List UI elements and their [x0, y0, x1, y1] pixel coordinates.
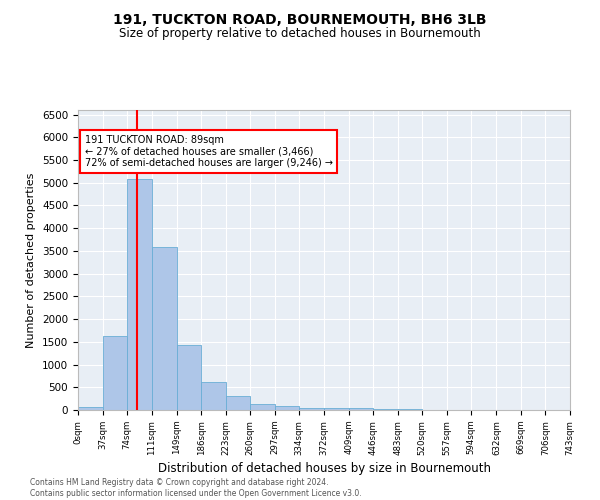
Bar	[250, 404, 275, 410]
Text: 191, TUCKTON ROAD, BOURNEMOUTH, BH6 3LB: 191, TUCKTON ROAD, BOURNEMOUTH, BH6 3LB	[113, 12, 487, 26]
X-axis label: Distribution of detached houses by size in Bournemouth: Distribution of detached houses by size …	[157, 462, 491, 474]
Bar	[373, 409, 398, 410]
Bar	[349, 408, 373, 410]
Bar	[152, 248, 176, 410]
Bar	[201, 382, 226, 410]
Bar	[127, 179, 152, 410]
Text: Size of property relative to detached houses in Bournemouth: Size of property relative to detached ho…	[119, 28, 481, 40]
Text: 191 TUCKTON ROAD: 89sqm
← 27% of detached houses are smaller (3,466)
72% of semi: 191 TUCKTON ROAD: 89sqm ← 27% of detache…	[85, 135, 332, 168]
Bar	[78, 407, 103, 410]
Bar	[176, 346, 201, 410]
Bar	[275, 406, 299, 410]
Bar	[325, 408, 349, 410]
Bar	[299, 408, 325, 410]
Bar	[103, 336, 127, 410]
Bar	[226, 396, 250, 410]
Y-axis label: Number of detached properties: Number of detached properties	[26, 172, 37, 348]
Text: Contains HM Land Registry data © Crown copyright and database right 2024.
Contai: Contains HM Land Registry data © Crown c…	[30, 478, 362, 498]
